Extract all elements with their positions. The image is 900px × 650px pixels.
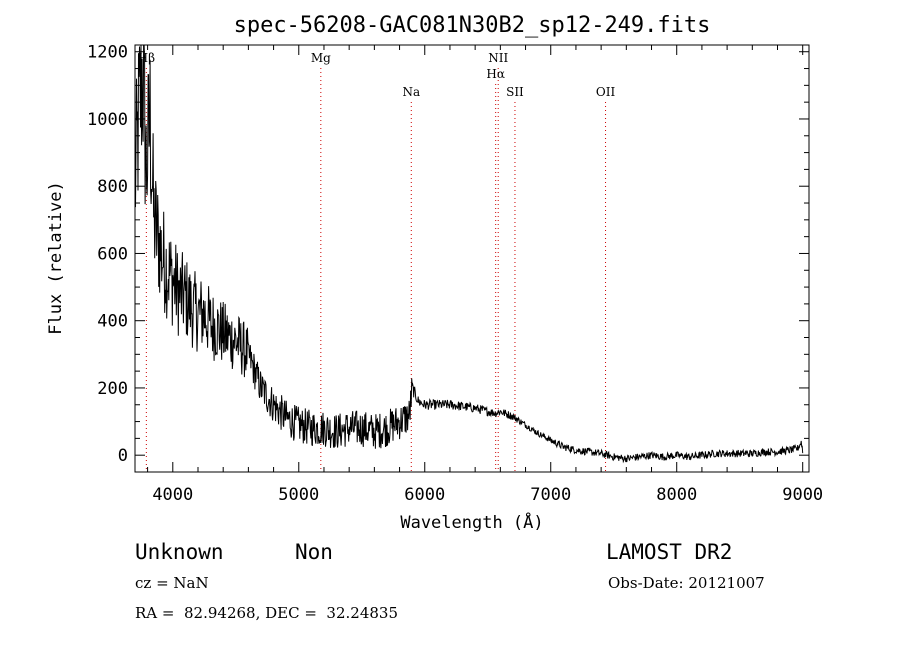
x-tick-label: 4000 xyxy=(152,485,193,505)
x-tick-label: 9000 xyxy=(782,485,823,505)
x-axis-label: Wavelength (Å) xyxy=(400,511,543,533)
obs-date: Obs-Date: 20121007 xyxy=(608,574,765,592)
x-tick-label: 5000 xyxy=(278,485,319,505)
y-tick-labels: 0 200 400 600 800 1000 1200 xyxy=(87,43,128,466)
x-tick-label: 8000 xyxy=(656,485,697,505)
line-label: Mg xyxy=(311,51,331,65)
chart-title: spec-56208-GAC081N30B2_sp12-249.fits xyxy=(234,13,711,38)
y-tick-label: 400 xyxy=(97,312,128,332)
subclass-label: Non xyxy=(295,540,333,564)
survey-label: LAMOST DR2 xyxy=(606,540,733,564)
line-label: NII xyxy=(488,51,508,65)
y-tick-label: 200 xyxy=(97,379,128,399)
coordinates: RA = 82.94268, DEC = 32.24835 xyxy=(135,604,399,622)
plot-frame xyxy=(134,44,810,473)
x-tick-labels: 4000 5000 6000 7000 8000 9000 xyxy=(152,485,823,505)
y-tick-label: 800 xyxy=(97,177,128,197)
cz-value: cz = NaN xyxy=(135,574,209,592)
spectrum-line xyxy=(134,44,804,464)
line-label: Hα xyxy=(486,67,505,81)
class-label: Unknown xyxy=(135,540,224,564)
axis-ticks xyxy=(135,45,809,472)
x-tick-label: 6000 xyxy=(404,485,445,505)
y-tick-label: 1000 xyxy=(87,110,128,130)
line-label: OII xyxy=(596,85,616,99)
y-tick-label: 600 xyxy=(97,244,128,264)
line-label: Na xyxy=(402,85,420,99)
line-label: SII xyxy=(506,85,524,99)
y-tick-label: 1200 xyxy=(87,43,128,63)
x-tick-label: 7000 xyxy=(530,485,571,505)
y-axis-label: Flux (relative) xyxy=(46,181,66,335)
y-tick-label: 0 xyxy=(118,446,128,466)
